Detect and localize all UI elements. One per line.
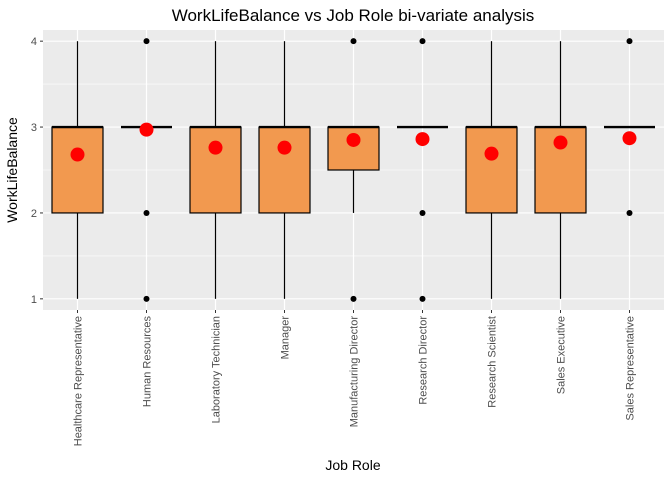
x-tick-label: Sales Executive [556, 316, 568, 394]
outlier-point [143, 295, 150, 302]
x-axis-ticks: Healthcare Representative Human Resources… [73, 310, 637, 446]
outlier-point [419, 38, 426, 45]
mean-point [139, 122, 154, 137]
x-tick-label: Sales Representative [625, 316, 637, 421]
outlier-point [143, 209, 150, 216]
box [258, 126, 311, 214]
outlier-point [626, 209, 633, 216]
outlier-point [419, 209, 426, 216]
y-axis-ticks: 1 2 3 4 [31, 36, 43, 306]
mean-point [346, 132, 361, 147]
box [465, 126, 518, 214]
boxplot-3 [189, 41, 242, 299]
chart-title: WorkLifeBalance vs Job Role bi-variate a… [172, 6, 535, 25]
y-tick-label: 1 [31, 294, 37, 306]
outlier-point [350, 38, 357, 45]
boxplot-4 [258, 41, 311, 299]
y-tick-label: 4 [31, 36, 37, 48]
outlier-point [143, 38, 150, 45]
boxplot-8 [534, 41, 587, 299]
box [51, 126, 104, 214]
mean-point [70, 147, 85, 162]
boxplot-5 [327, 38, 380, 302]
boxplot-6 [397, 38, 448, 302]
x-tick-label: Healthcare Representative [73, 316, 85, 446]
boxplot-7 [465, 41, 518, 299]
boxplot-1 [51, 41, 104, 299]
x-tick-label: Laboratory Technician [211, 316, 223, 423]
mean-point [415, 132, 430, 147]
y-axis-title: WorkLifeBalance [4, 117, 20, 223]
mean-point [553, 135, 568, 150]
box [189, 126, 242, 214]
x-tick-label: Manufacturing Director [349, 316, 361, 428]
y-tick-label: 3 [31, 122, 37, 134]
outlier-point [419, 295, 426, 302]
outlier-point [626, 38, 633, 45]
x-tick-label: Human Resources [142, 316, 154, 408]
x-tick-label: Research Director [418, 316, 430, 405]
x-tick-label: Manager [280, 316, 292, 360]
boxplot-9 [604, 38, 655, 216]
boxplot-2 [121, 38, 172, 302]
mean-point [622, 131, 637, 146]
mean-point [484, 146, 499, 161]
x-tick-label: Research Scientist [487, 316, 499, 408]
mean-point [277, 140, 292, 155]
boxplots [51, 38, 655, 302]
outlier-point [350, 295, 357, 302]
x-axis-title: Job Role [325, 457, 380, 473]
mean-point [208, 140, 223, 155]
y-tick-label: 2 [31, 208, 37, 220]
